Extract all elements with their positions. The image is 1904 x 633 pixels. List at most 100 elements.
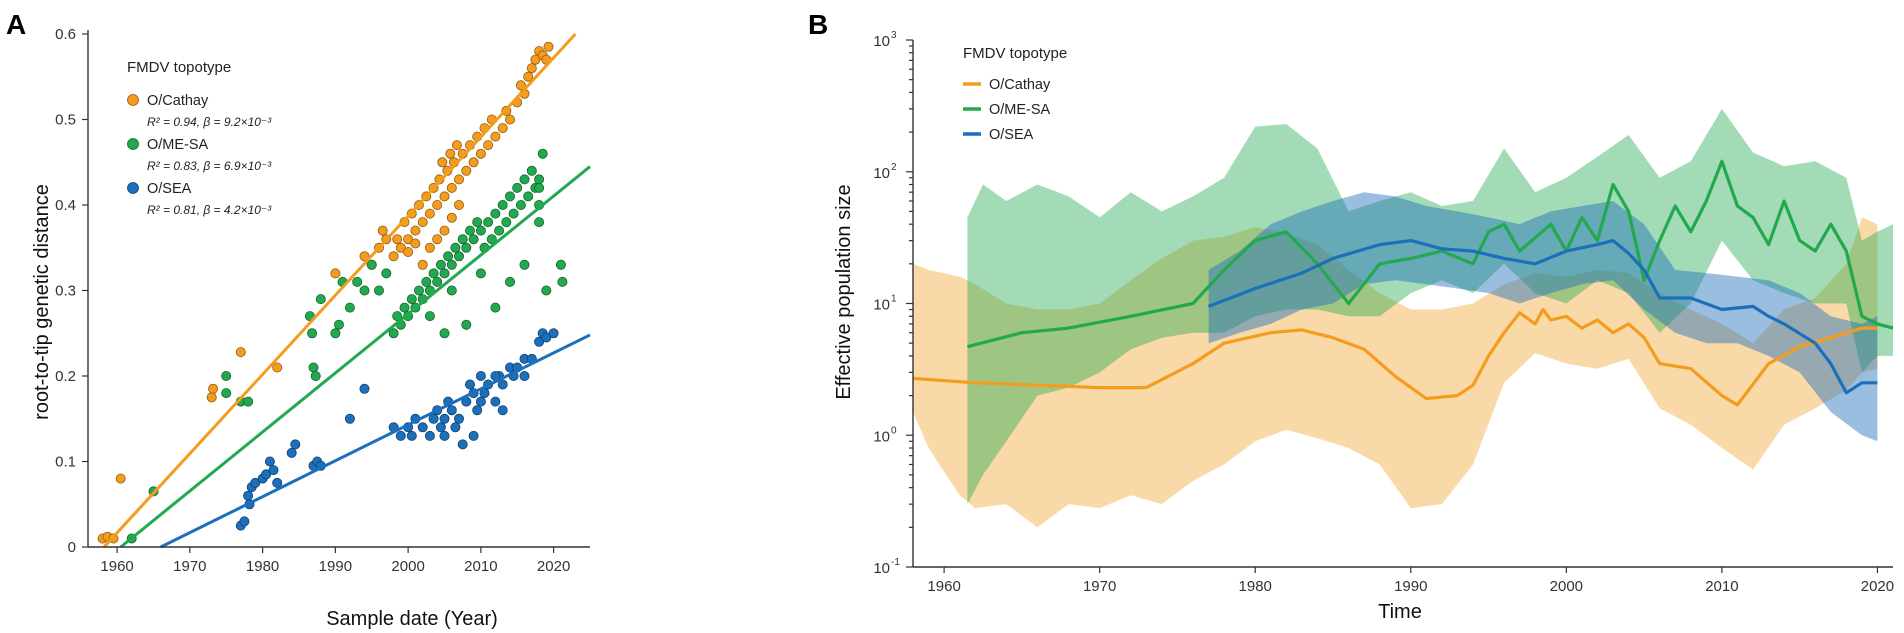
panel-b-y-tick-label: 10 0 <box>873 425 897 445</box>
panel-b-y-axis-title: Effective population size <box>833 184 855 399</box>
legend-label-mesa: O/ME-SA <box>989 102 1051 118</box>
panel-b-legend-title: FMDV topotype <box>963 45 1067 62</box>
panel-b-y-tick-label: 10 -1 <box>873 557 900 577</box>
data-point-mesa <box>512 182 523 193</box>
data-point-cathay <box>330 268 341 279</box>
panel-b-y-tick-label: 10 3 <box>873 30 897 50</box>
data-point-mesa <box>388 328 399 339</box>
data-point-mesa <box>315 294 326 305</box>
data-point-cathay <box>208 383 219 394</box>
data-point-mesa <box>534 182 545 193</box>
data-point-cathay <box>377 225 388 236</box>
data-point-sea <box>290 439 301 450</box>
median-line-mesa <box>967 159 1894 349</box>
data-point-mesa <box>308 362 319 373</box>
data-point-mesa <box>443 251 454 262</box>
data-point-sea <box>250 477 261 488</box>
data-point-cathay <box>432 234 443 245</box>
panel-b-legend: FMDV topotype O/Cathay O/ME-SA O/SEA <box>963 45 1067 143</box>
data-point-cathay <box>453 199 464 210</box>
data-point-cathay <box>359 251 370 262</box>
data-point-mesa <box>428 268 439 279</box>
data-point-mesa <box>243 396 254 407</box>
data-point-mesa <box>450 242 461 253</box>
data-point-mesa <box>439 268 450 279</box>
regression-line-cathay <box>102 32 577 549</box>
data-point-sea <box>468 430 479 441</box>
data-point-sea <box>519 370 530 381</box>
panel-a-series-cathay <box>97 41 554 544</box>
data-point-mesa <box>352 276 363 287</box>
panel-a-letter: A <box>6 9 26 40</box>
data-point-mesa <box>344 302 355 313</box>
data-point-sea <box>475 396 486 407</box>
panel-a-y-tick-label: 0.5 <box>55 112 76 129</box>
data-point-sea <box>450 422 461 433</box>
data-point-cathay <box>451 140 462 151</box>
data-point-sea <box>534 336 545 347</box>
data-point-mesa <box>537 148 548 159</box>
panel-b-y-tick-label: 10 2 <box>873 162 897 182</box>
panel-a-legend: FMDV topotype O/Cathay R² = 0.94, β = 9.2×… <box>127 59 272 217</box>
data-point-sea <box>490 396 501 407</box>
data-point-mesa <box>333 319 344 330</box>
panel-b-x-tick-label: 2010 <box>1705 578 1738 595</box>
panel-a-axes: 1960 1970 1980 1990 2000 2010 2020 0 0.1 0.2 0.3 0.… <box>55 26 590 575</box>
panel-b-x-axis-title: Time <box>1378 601 1422 623</box>
panel-a-y-tick-label: 0.6 <box>55 26 76 43</box>
data-point-mesa <box>464 225 475 236</box>
data-point-mesa <box>424 311 435 322</box>
data-point-sea <box>453 413 464 424</box>
data-point-mesa <box>472 217 483 228</box>
median-line-cathay <box>912 307 1878 407</box>
panel-a: A 1960 1970 1980 1990 2000 2010 2020 0 0.1 0.2 0.3… <box>6 9 591 630</box>
data-point-cathay <box>424 208 435 219</box>
panel-a-y-tick-label: 0 <box>68 539 76 556</box>
svg-text:10: 10 <box>873 297 890 314</box>
data-point-mesa <box>453 251 464 262</box>
data-point-sea <box>464 379 475 390</box>
svg-text:0: 0 <box>891 425 897 436</box>
data-point-sea <box>395 430 406 441</box>
data-point-cathay <box>504 114 515 125</box>
data-point-mesa <box>413 285 424 296</box>
data-point-cathay <box>453 174 464 185</box>
data-point-cathay <box>468 157 479 168</box>
data-point-mesa <box>501 217 512 228</box>
data-point-sea <box>428 413 439 424</box>
data-point-mesa <box>381 268 392 279</box>
data-point-sea <box>497 379 508 390</box>
panel-a-y-axis-title: root-to-tip genetic distance <box>31 184 53 420</box>
regression-line-sea <box>160 333 591 549</box>
panel-a-y-tick-label: 0.2 <box>55 368 76 385</box>
legend-stat-cathay: R² = 0.94, β = 9.2×10⁻³ <box>147 115 272 129</box>
data-point-sea <box>435 422 446 433</box>
data-point-sea <box>406 430 417 441</box>
svg-text:-1: -1 <box>891 557 900 568</box>
data-point-mesa <box>221 370 232 381</box>
panel-a-y-tick-label: 0.3 <box>55 283 76 300</box>
data-point-mesa <box>515 199 526 210</box>
data-point-mesa <box>221 388 232 399</box>
data-point-cathay <box>497 123 508 134</box>
svg-text:10: 10 <box>873 33 890 50</box>
data-point-sea <box>439 413 450 424</box>
panel-b-x-tick-label: 1970 <box>1083 578 1116 595</box>
data-point-sea <box>359 383 370 394</box>
data-point-cathay <box>445 148 456 159</box>
data-point-cathay <box>446 212 457 223</box>
data-point-cathay <box>446 182 457 193</box>
data-point-mesa <box>504 191 515 202</box>
data-point-mesa <box>446 285 457 296</box>
data-point-cathay <box>526 63 537 74</box>
data-point-mesa <box>555 259 566 270</box>
data-point-mesa <box>541 285 552 296</box>
data-point-cathay <box>424 242 435 253</box>
data-point-cathay <box>417 217 428 228</box>
data-point-sea <box>548 328 559 339</box>
panel-a-x-tick-label: 1980 <box>246 558 279 575</box>
data-point-mesa <box>310 370 321 381</box>
data-point-cathay <box>515 80 526 91</box>
